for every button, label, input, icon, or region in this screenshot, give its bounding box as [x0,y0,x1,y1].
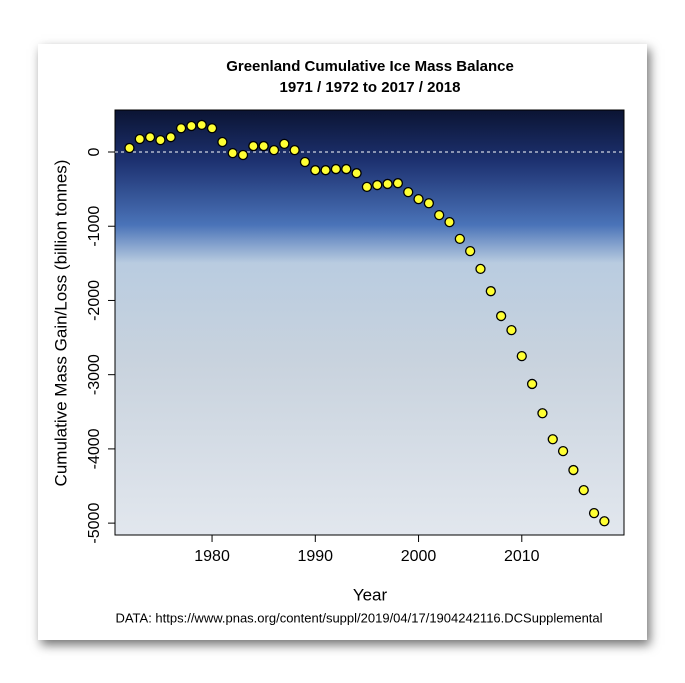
data-point [196,119,207,131]
plot-area [114,109,625,536]
data-point [557,445,569,457]
x-tick-label: 2000 [401,548,437,565]
data-point [175,123,187,134]
data-point [392,178,404,189]
data-point [361,181,373,193]
x-axis-label: Year [353,585,388,604]
chart-title: Greenland Cumulative Ice Mass Balance [226,58,514,75]
y-tick-label: -5000 [86,503,103,544]
y-tick-label: 0 [86,147,103,156]
data-point [526,378,538,390]
data-point [495,310,507,322]
data-point [124,142,135,154]
x-tick-label: 2010 [504,548,540,565]
data-point [268,145,280,156]
data-point [299,156,311,168]
data-point [165,132,176,143]
y-tick-label: -3000 [86,354,103,395]
data-point [320,165,331,176]
data-point [227,147,238,159]
data-point [588,507,600,519]
data-point [258,140,269,152]
data-point [330,163,342,175]
data-point [310,165,321,176]
data-point [351,168,362,179]
data-point [423,198,435,209]
data-point [382,178,393,190]
data-point [516,350,527,362]
data-point [568,464,579,476]
data-point [444,217,455,228]
y-tick-label: -1000 [86,206,103,247]
y-axis-label: Cumulative Mass Gain/Loss (billion tonne… [51,160,70,487]
y-tick-label: -2000 [86,280,103,321]
data-point [506,324,517,336]
data-point [217,136,228,148]
data-point [475,263,486,275]
data-point [547,434,558,445]
data-point [206,123,218,134]
x-tick-label: 1980 [194,548,230,565]
source-note: DATA: https://www.pnas.org/content/suppl… [115,610,602,625]
x-tick-label: 1990 [297,548,333,565]
data-point [237,149,249,161]
data-point [279,138,290,149]
y-tick-label: -4000 [86,428,103,469]
data-point [186,120,197,132]
chart-subtitle: 1971 / 1972 to 2017 / 2018 [280,79,461,96]
data-point [454,233,465,245]
data-point [537,408,548,419]
data-point [413,193,424,205]
data-point [289,145,300,156]
data-point [578,484,589,496]
data-point [372,179,383,191]
data-point [434,209,445,221]
data-point [248,140,259,152]
data-point [341,163,352,175]
data-point [465,245,476,257]
data-point [144,132,156,143]
data-point [599,516,610,527]
data-point [155,134,166,146]
data-point [485,286,496,297]
data-point [403,186,414,198]
data-point [134,133,145,145]
